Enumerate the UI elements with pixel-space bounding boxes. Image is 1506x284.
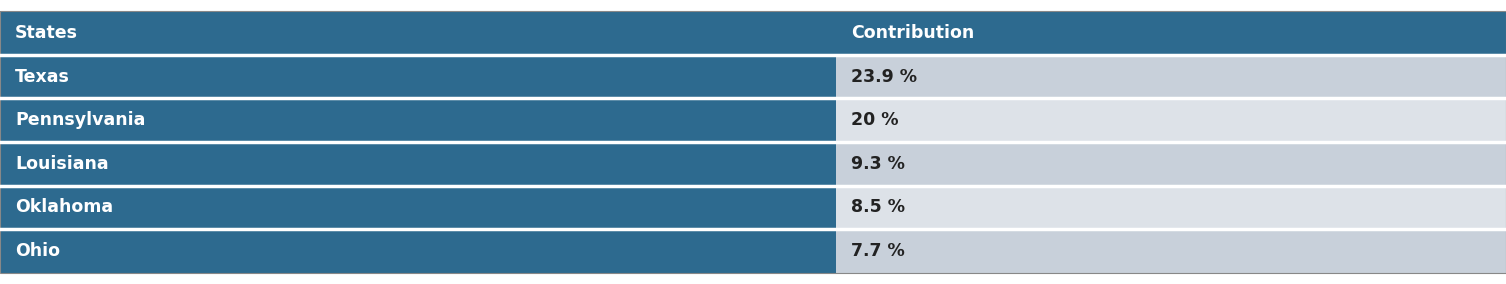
Bar [0,142,836,185]
Bar [0,185,836,229]
Bar [836,142,1506,185]
Bar [0,11,836,55]
Bar [0,55,836,99]
Text: 20 %: 20 % [851,111,899,129]
Bar [0,229,836,273]
Bar [836,11,1506,55]
Bar [836,229,1506,273]
Text: Contribution: Contribution [851,24,974,42]
Bar [836,99,1506,142]
Text: 9.3 %: 9.3 % [851,155,905,173]
Text: Oklahoma: Oklahoma [15,198,113,216]
Text: Pennsylvania: Pennsylvania [15,111,146,129]
Bar [836,55,1506,99]
Text: 23.9 %: 23.9 % [851,68,917,86]
Text: States: States [15,24,78,42]
Text: Louisiana: Louisiana [15,155,108,173]
Text: Texas: Texas [15,68,69,86]
Text: 7.7 %: 7.7 % [851,242,905,260]
Text: 8.5 %: 8.5 % [851,198,905,216]
Bar [836,185,1506,229]
Bar [0,99,836,142]
Text: Ohio: Ohio [15,242,60,260]
